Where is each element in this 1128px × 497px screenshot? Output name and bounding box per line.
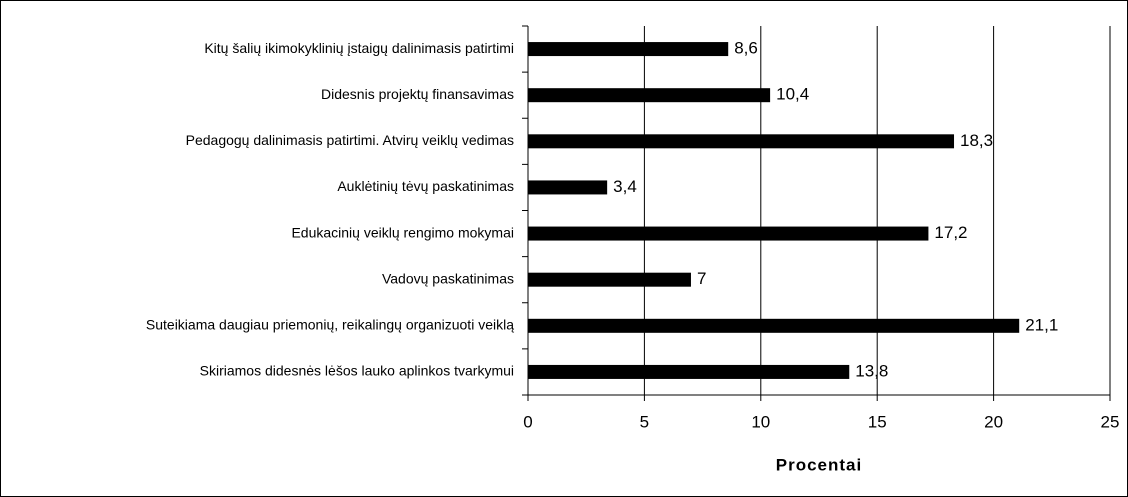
bar <box>528 364 850 379</box>
y-tick-label: Skiriamos didesnės lėšos lauko aplinkos … <box>200 363 514 379</box>
x-tick-label: 0 <box>523 412 532 431</box>
value-label: 3,4 <box>613 177 637 196</box>
x-tick-label: 15 <box>868 412 887 431</box>
bar <box>528 272 691 287</box>
value-label: 21,1 <box>1025 315 1058 334</box>
x-tick-label: 25 <box>1101 412 1120 431</box>
bar <box>528 134 955 149</box>
bar <box>528 88 771 103</box>
value-label: 10,4 <box>776 85 809 104</box>
bar <box>528 226 929 241</box>
value-label: 7 <box>697 269 706 288</box>
x-axis-label: Procentai <box>776 455 862 474</box>
y-tick-label: Edukacinių veiklų rengimo mokymai <box>291 224 514 240</box>
value-label: 8,6 <box>734 39 758 58</box>
x-tick-label: 20 <box>984 412 1003 431</box>
y-tick-label: Suteikiama daugiau priemonių, reikalingų… <box>146 317 514 333</box>
value-label: 18,3 <box>960 131 993 150</box>
bar <box>528 318 1020 333</box>
y-tick-label: Didesnis projektų finansavimas <box>321 86 514 102</box>
value-label: 17,2 <box>934 223 967 242</box>
y-tick-label: Pedagogų dalinimasis patirtimi. Atvirų v… <box>186 132 514 148</box>
y-tick-label: Kitų šalių ikimokyklinių įstaigų dalinim… <box>204 40 514 56</box>
bar <box>528 42 729 57</box>
y-tick-label: Vadovų paskatinimas <box>382 270 514 286</box>
x-tick-label: 5 <box>640 412 649 431</box>
y-tick-label: Auklėtinių tėvų paskatinimas <box>337 178 514 194</box>
x-tick-label: 10 <box>751 412 770 431</box>
value-label: 13,8 <box>855 361 888 380</box>
bar <box>528 180 608 195</box>
